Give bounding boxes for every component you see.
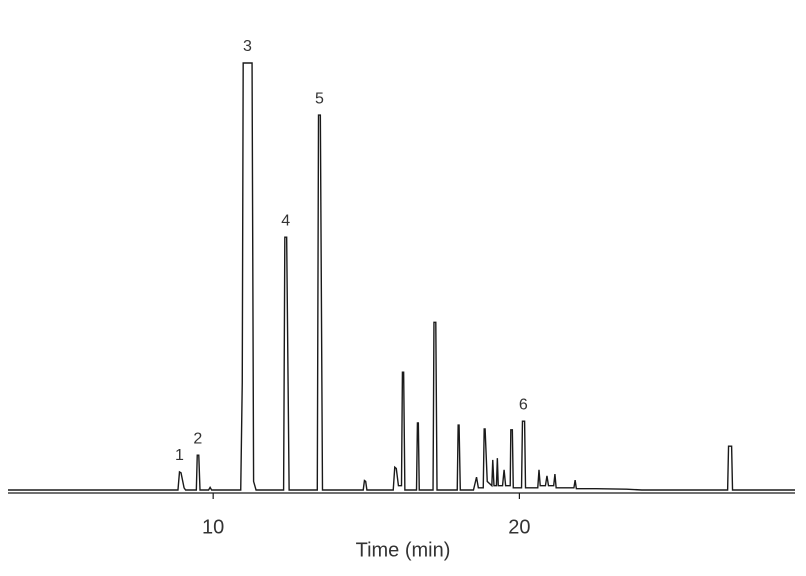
chromatogram-trace [8, 62, 795, 491]
peak-label: 5 [315, 90, 324, 107]
peak-label: 4 [281, 212, 290, 229]
peak-label: 6 [519, 396, 528, 413]
peak-label: 1 [175, 447, 184, 464]
x-axis-label: Time (min) [356, 539, 451, 561]
peak-label: 3 [243, 38, 252, 55]
x-tick-label: 10 [202, 516, 224, 538]
peak-label: 2 [193, 430, 202, 447]
x-tick-label: 20 [508, 516, 530, 538]
